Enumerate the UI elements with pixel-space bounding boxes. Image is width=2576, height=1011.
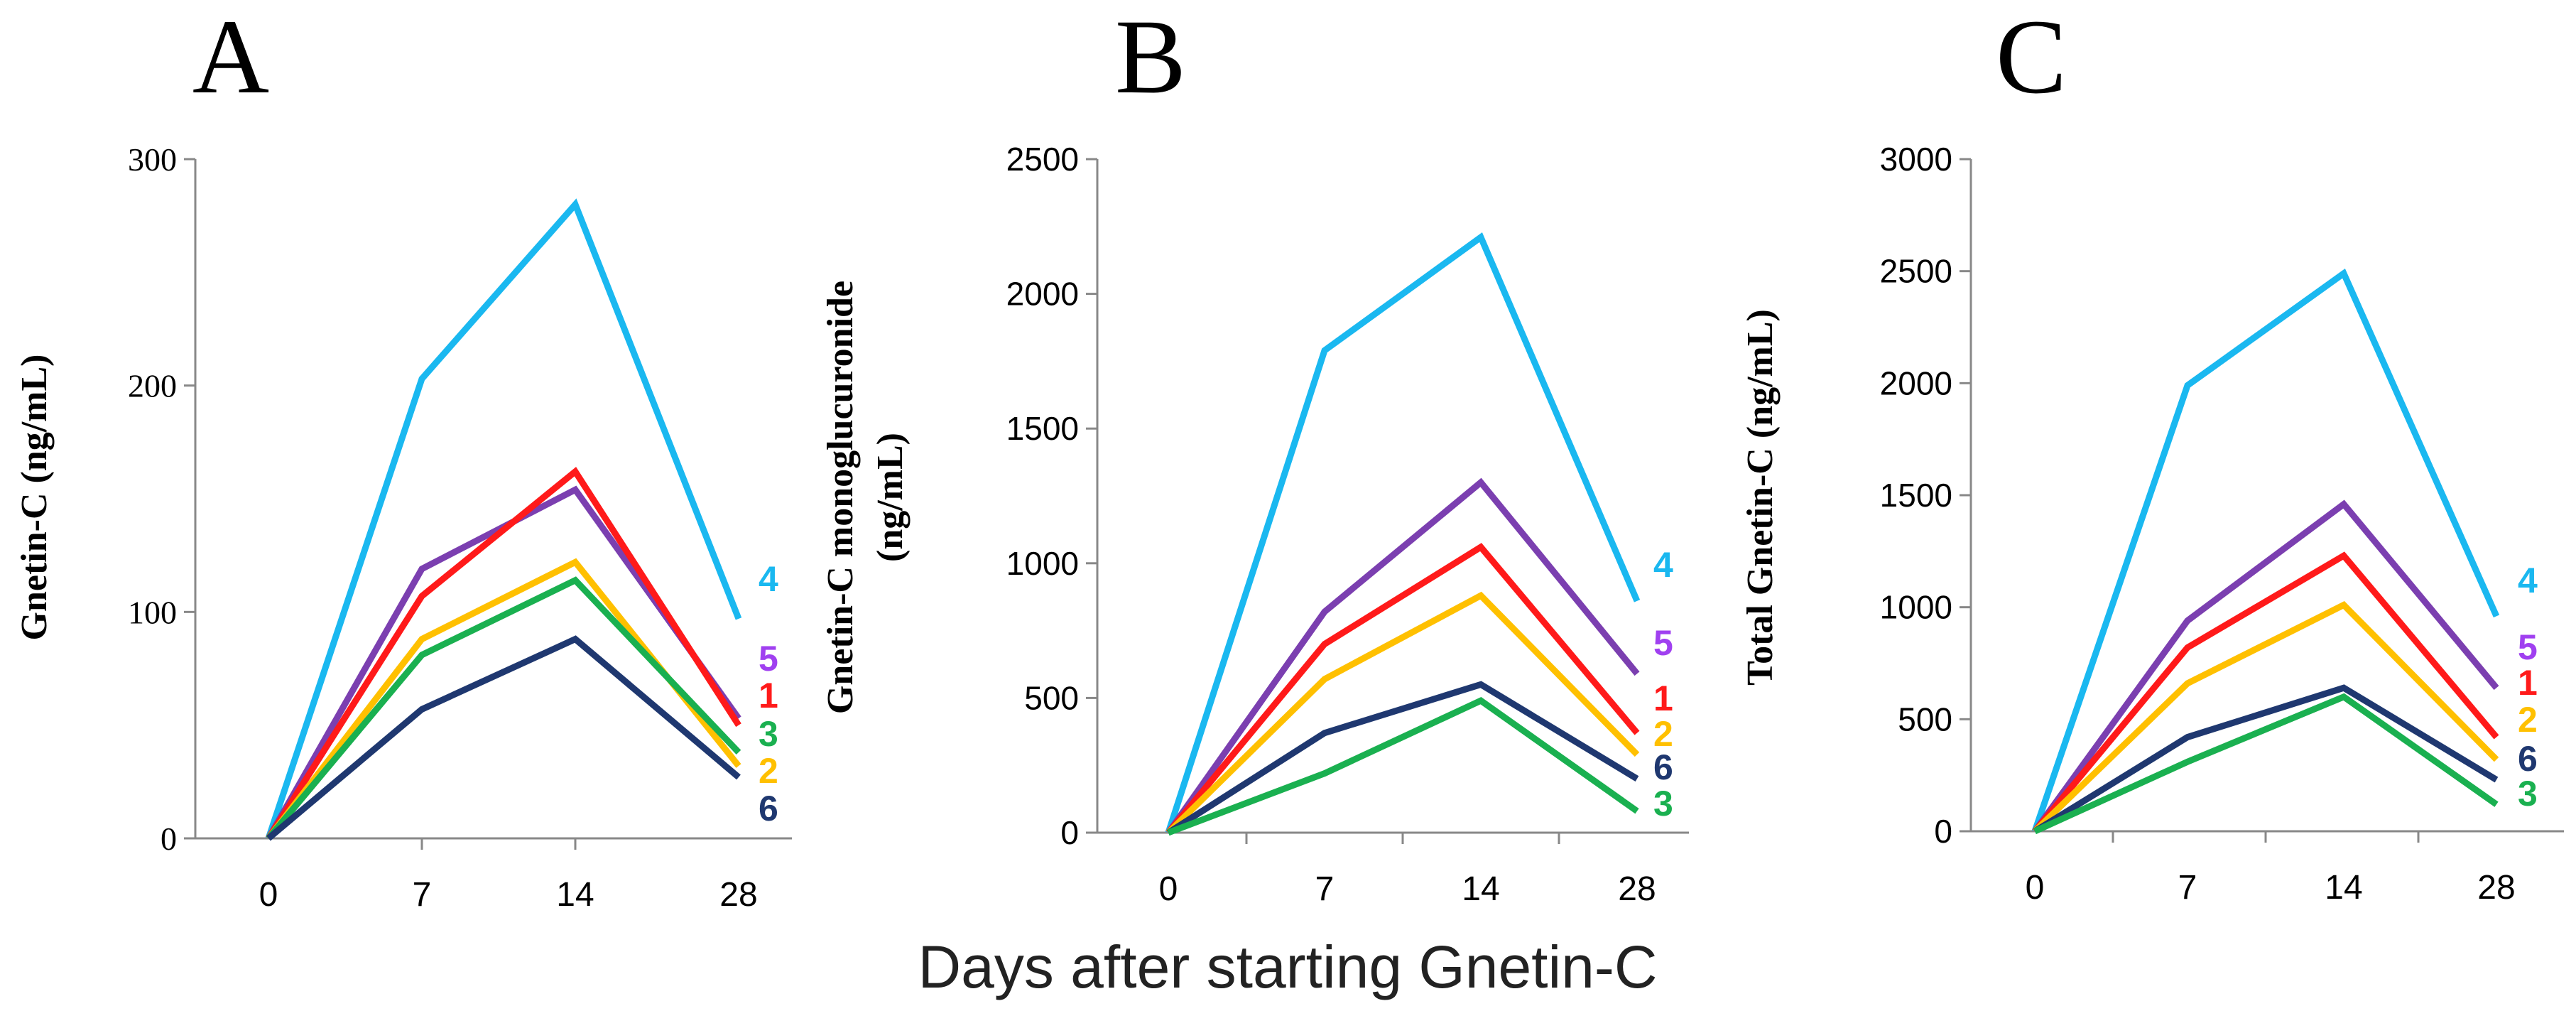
- panel-letter: C: [1996, 0, 2067, 116]
- series-line-4: [2031, 268, 2500, 833]
- y-tick-label: 200: [128, 368, 177, 404]
- y-tick-label: 100: [128, 594, 177, 630]
- y-axis-label: Gnetin-C monoglucuronide (ng/mL): [820, 281, 911, 714]
- series-line-5: [266, 485, 741, 840]
- x-tick-label: 28: [719, 876, 757, 914]
- y-axis-label-line: Gnetin-C monoglucuronide: [820, 281, 861, 714]
- y-tick-label: 0: [161, 821, 177, 857]
- panel-b: B Gnetin-C monoglucuronide (ng/mL) 0 500 1000…: [820, 0, 1689, 908]
- series-end-label-5: 5: [2518, 627, 2538, 667]
- x-tick-label: 7: [2178, 869, 2197, 907]
- series-end-label-3: 3: [1653, 784, 1673, 823]
- x-axis-label: Days after starting Gnetin-C: [918, 934, 1657, 1000]
- series-end-label-3: 3: [759, 714, 778, 754]
- x-tick-label: 0: [2026, 869, 2045, 907]
- x-tick-label: 0: [1159, 870, 1178, 908]
- y-axis-label-line: (ng/mL): [870, 433, 911, 562]
- y-tick-label: 2500: [1006, 141, 1079, 178]
- series-end-label-1: 1: [1653, 678, 1673, 718]
- series-end-label-4: 4: [759, 559, 778, 599]
- series-end-label-4: 4: [1653, 545, 1673, 585]
- series-line-6: [266, 635, 741, 841]
- series-line-2: [2032, 601, 2499, 834]
- series-line-1: [266, 467, 741, 840]
- y-tick-label: 3000: [1880, 141, 1952, 178]
- y-tick-label: 1000: [1880, 589, 1952, 626]
- series-line-4: [265, 198, 742, 840]
- y-tick-label: 500: [1898, 701, 1952, 737]
- y-tick-label: 0: [1060, 814, 1079, 851]
- series-line-2: [1165, 591, 1640, 836]
- x-tick-label: 0: [259, 876, 278, 914]
- panel-letter: A: [192, 0, 269, 116]
- y-tick-label: 2500: [1880, 253, 1952, 290]
- series-end-label-1: 1: [2518, 663, 2538, 703]
- series-end-label-6: 6: [2518, 739, 2538, 779]
- x-tick-label: 7: [1315, 870, 1335, 908]
- series-end-label-1: 1: [759, 676, 778, 715]
- x-tick-label: 7: [413, 876, 432, 914]
- series-line-2: [266, 558, 741, 840]
- x-tick-label: 28: [1618, 870, 1656, 908]
- x-tick-label: 14: [556, 876, 594, 914]
- series-end-label-2: 2: [759, 751, 778, 791]
- series-line-3: [266, 576, 741, 840]
- series-end-label-4: 4: [2518, 561, 2538, 600]
- series-line-5: [2032, 499, 2499, 833]
- series-end-label-2: 2: [1653, 714, 1673, 754]
- x-tick-label: 14: [2325, 869, 2362, 907]
- y-axis-label: Gnetin-C (ng/mL): [14, 355, 55, 641]
- x-tick-label: 14: [1462, 870, 1499, 908]
- y-tick-label: 300: [128, 141, 177, 178]
- series-line-3: [1167, 697, 1639, 836]
- series-end-label-6: 6: [1653, 747, 1673, 787]
- series-line-3: [2033, 693, 2499, 835]
- series-line-6: [1166, 681, 1639, 836]
- y-tick-label: 500: [1024, 679, 1079, 716]
- panel-c: C Total Gnetin-C (ng/mL) 0 500 1000 1500 2000 2…: [1740, 0, 2564, 907]
- y-tick-label: 2000: [1880, 364, 1952, 401]
- series-end-label-5: 5: [759, 639, 778, 678]
- y-tick-label: 1500: [1006, 410, 1079, 447]
- series-end-label-6: 6: [759, 789, 778, 828]
- panel-letter: B: [1115, 0, 1186, 116]
- series-line-1: [2032, 551, 2499, 833]
- series-end-label-3: 3: [2518, 774, 2538, 813]
- series-end-label-2: 2: [2518, 700, 2538, 740]
- y-tick-label: 0: [1934, 813, 1952, 850]
- series-end-label-5: 5: [1653, 623, 1673, 663]
- series-line-6: [2033, 684, 2499, 834]
- series-line-5: [1165, 477, 1640, 835]
- y-tick-label: 1000: [1006, 545, 1079, 582]
- y-tick-label: 2000: [1006, 276, 1079, 313]
- y-tick-label: 1500: [1880, 477, 1952, 514]
- series-line-1: [1165, 543, 1640, 835]
- x-tick-label: 28: [2477, 869, 2515, 907]
- series-line-4: [1165, 232, 1641, 834]
- y-axis-label: Total Gnetin-C (ng/mL): [1740, 309, 1781, 686]
